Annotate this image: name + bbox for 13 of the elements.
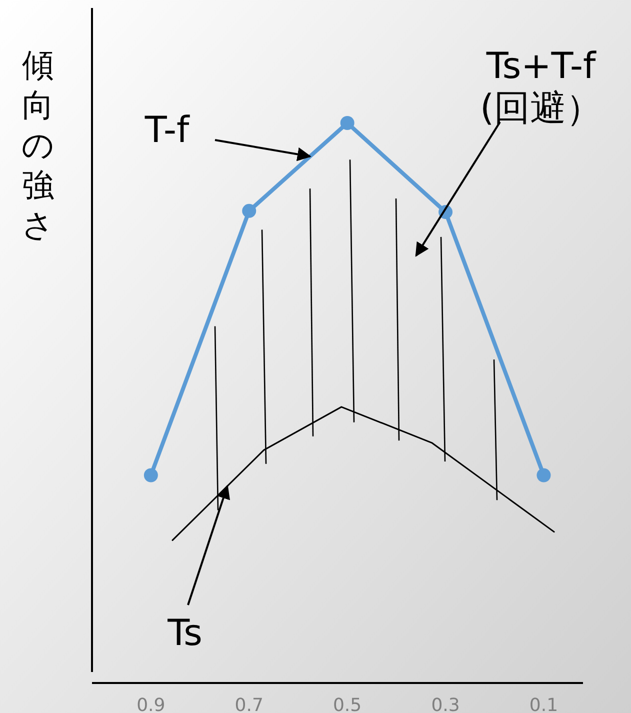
x-tick-label: 0.7 bbox=[234, 695, 264, 713]
point bbox=[340, 116, 354, 130]
annotation: Ts bbox=[166, 613, 202, 654]
x-tick-label: 0.9 bbox=[136, 695, 166, 713]
x-tick-label: 0.3 bbox=[431, 695, 460, 713]
x-tick-label: 0.5 bbox=[333, 695, 362, 713]
point bbox=[536, 468, 551, 482]
point bbox=[242, 204, 256, 218]
annotation: Ts+T-f (回避） bbox=[480, 46, 602, 129]
annotation: T-f bbox=[144, 110, 190, 151]
point bbox=[144, 468, 158, 482]
y-axis-title: 傾向の強さ bbox=[22, 46, 54, 244]
x-tick-label: 0.1 bbox=[529, 695, 558, 713]
